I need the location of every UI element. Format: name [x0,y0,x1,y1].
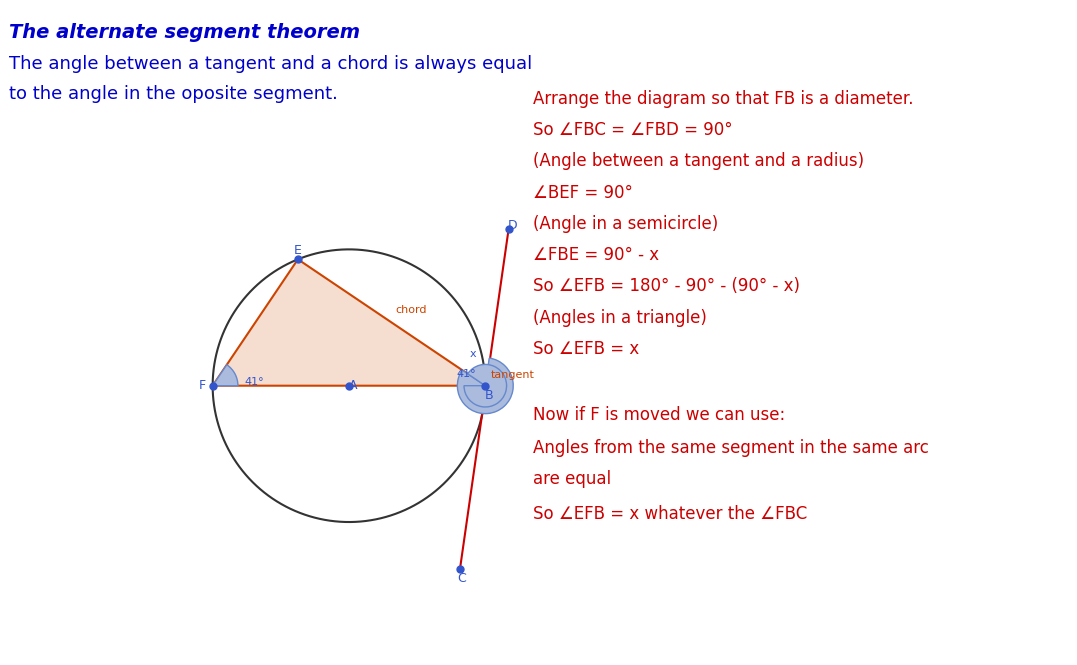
Text: (Angle between a tangent and a radius): (Angle between a tangent and a radius) [533,152,864,170]
Text: Now if F is moved we can use:: Now if F is moved we can use: [533,406,785,424]
Text: tangent: tangent [491,370,534,380]
Text: Angles from the same segment in the same arc: Angles from the same segment in the same… [533,439,929,457]
Text: to the angle in the oposite segment.: to the angle in the oposite segment. [9,85,337,103]
Text: ∠FBE = 90° - x: ∠FBE = 90° - x [533,246,659,264]
Wedge shape [212,364,238,386]
Text: E: E [294,244,302,257]
Text: A: A [349,379,358,392]
Text: x: x [470,348,477,359]
Text: 41°: 41° [244,377,264,388]
Text: So ∠EFB = x: So ∠EFB = x [533,340,640,358]
Text: ∠BEF = 90°: ∠BEF = 90° [533,184,633,201]
Text: So ∠FBC = ∠FBD = 90°: So ∠FBC = ∠FBD = 90° [533,121,732,139]
Text: 41°: 41° [457,368,476,379]
Polygon shape [212,259,486,386]
Text: Arrange the diagram so that FB is a diameter.: Arrange the diagram so that FB is a diam… [533,90,913,108]
Text: are equal: are equal [533,470,612,488]
Text: F: F [199,379,206,392]
Text: So ∠EFB = 180° - 90° - (90° - x): So ∠EFB = 180° - 90° - (90° - x) [533,277,800,295]
Text: C: C [458,572,466,585]
Text: chord: chord [395,305,426,315]
Text: The angle between a tangent and a chord is always equal: The angle between a tangent and a chord … [9,55,532,72]
Text: (Angles in a triangle): (Angles in a triangle) [533,309,707,327]
Text: D: D [507,219,517,232]
Wedge shape [458,358,514,414]
Text: B: B [485,389,493,402]
Text: (Angle in a semicircle): (Angle in a semicircle) [533,215,718,233]
Wedge shape [464,364,506,407]
Text: So ∠EFB = x whatever the ∠FBC: So ∠EFB = x whatever the ∠FBC [533,505,808,523]
Text: The alternate segment theorem: The alternate segment theorem [9,23,360,43]
